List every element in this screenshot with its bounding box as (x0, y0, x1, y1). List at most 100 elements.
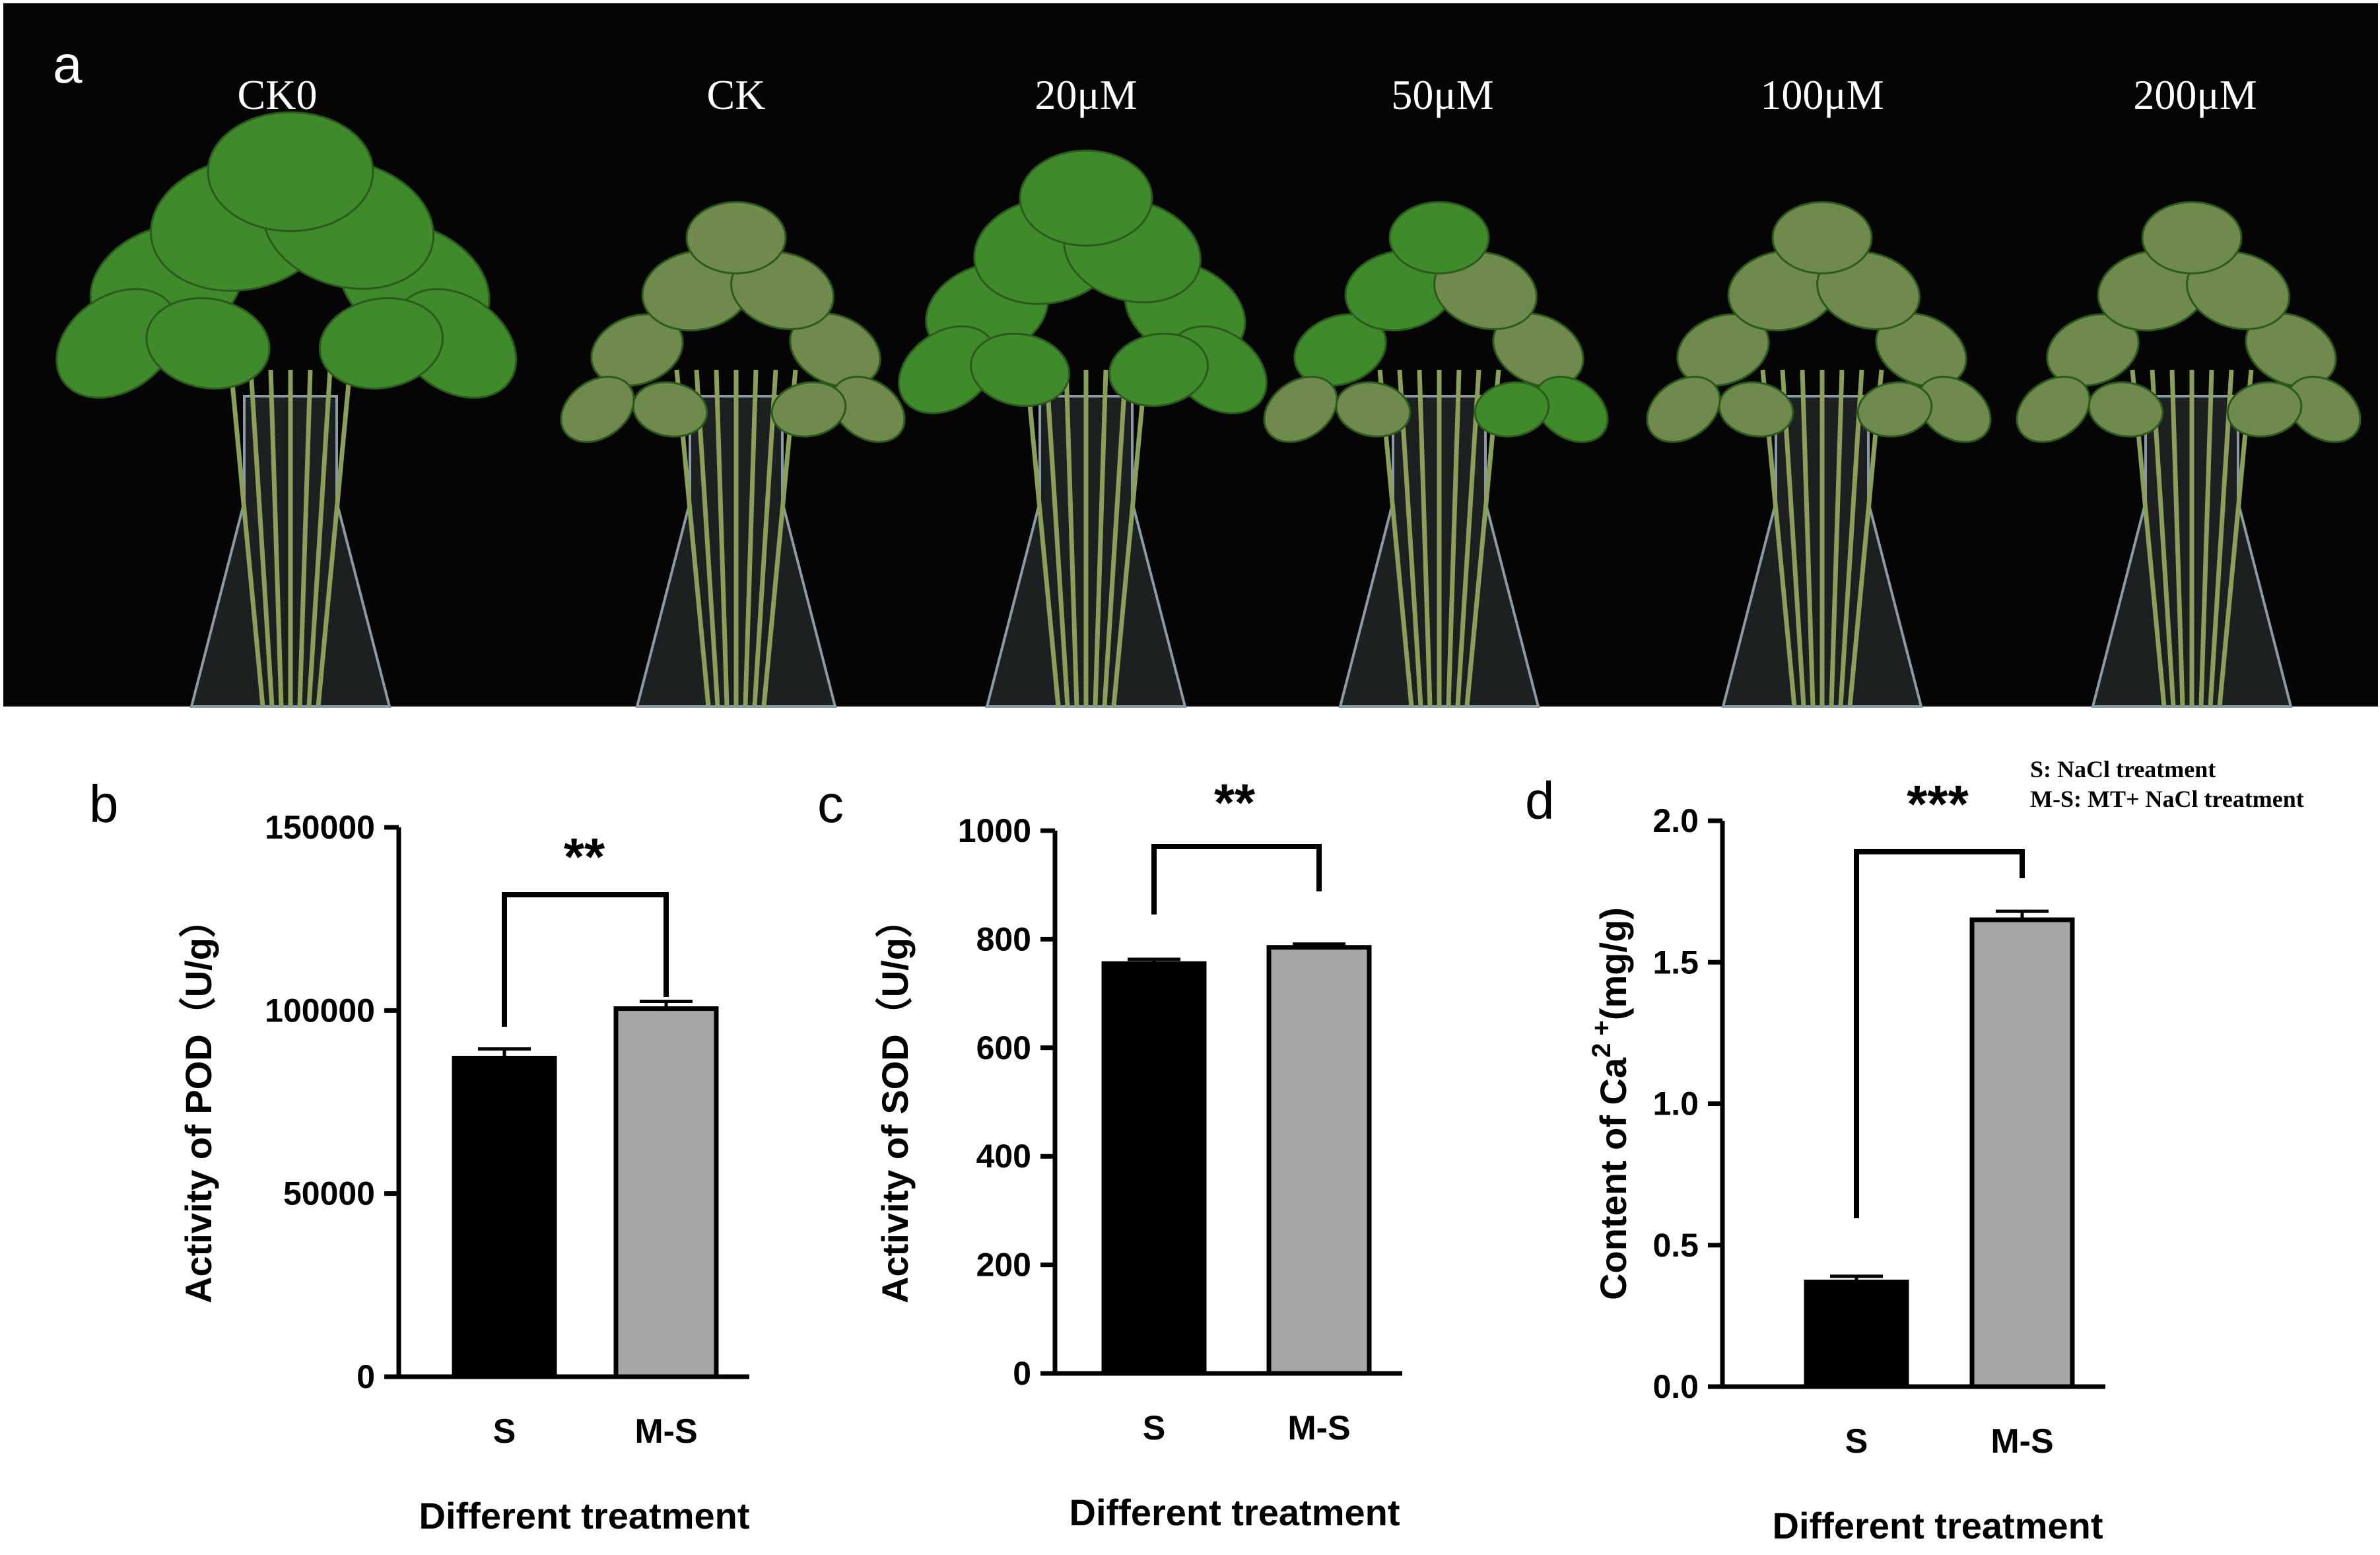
stem (1417, 369, 1433, 707)
bar-s (1101, 961, 1207, 1376)
leaf (560, 376, 635, 443)
category-label: M-S (1287, 1409, 1350, 1447)
pod-chart: b 0 50000 100000 150000 S M-S ** Different treat… (89, 775, 749, 1537)
plant-3 (898, 149, 1268, 708)
leaf (1534, 376, 1609, 443)
stem (268, 369, 284, 707)
y-tick-label: 1.5 (1652, 944, 1699, 981)
x-axis-label: Different treatment (419, 1495, 750, 1537)
leaf (970, 332, 1070, 407)
y-tick-label: 800 (976, 920, 1031, 957)
stem (1838, 369, 1864, 707)
category-label: M-S (634, 1412, 697, 1451)
leaf (1388, 201, 1490, 275)
y-tick-label: 1000 (958, 812, 1031, 849)
leaf (1108, 332, 1209, 407)
significance-stars: *** (1907, 775, 1969, 833)
leaf (632, 381, 708, 438)
bar-m-s (1266, 945, 1372, 1376)
y-tick-label: 0 (1013, 1355, 1031, 1392)
treatment-legend-note: S: NaCl treatment M-S: MT+ NaCl treatmen… (2030, 756, 2304, 812)
bar-s (452, 1055, 557, 1379)
stem (248, 369, 275, 707)
stem (1064, 369, 1079, 707)
y-tick-label: 0.0 (1652, 1368, 1699, 1405)
y-tick-label: 200 (976, 1247, 1031, 1284)
stem (1800, 369, 1816, 707)
plant-group (55, 111, 2362, 708)
leaf (2088, 381, 2164, 438)
leaf (1335, 381, 1411, 438)
panel-letter: b (89, 775, 119, 833)
calcium-chart: d 0.0 0.5 1.0 1.5 2.0 S M-S *** Different treatme… (1525, 771, 2105, 1546)
treatment-label: 100μM (1760, 71, 1884, 118)
plant-5 (1646, 201, 1992, 708)
y-tick-label: 50000 (283, 1175, 375, 1212)
plant-4 (1263, 201, 1609, 708)
leaf (145, 297, 271, 390)
plant-1 (55, 111, 518, 708)
panel-letter: c (817, 775, 844, 833)
leaf (1474, 381, 1550, 438)
treatment-label: CK0 (238, 71, 318, 118)
leaf (207, 111, 374, 232)
stem (1455, 369, 1481, 707)
category-label: M-S (1990, 1422, 2053, 1461)
panel-letter-a: a (53, 35, 83, 94)
stem (316, 369, 353, 707)
y-tick-label: 150000 (265, 809, 375, 846)
leaf (1856, 381, 1933, 438)
treatment-label: 50μM (1391, 71, 1493, 118)
y-tick-label: 2.0 (1652, 802, 1699, 839)
bar-s (1804, 1279, 1909, 1389)
photo-panel-a: a CK0 CK 20μM 50μM 100μM 200μM (3, 3, 2378, 708)
leaf (2141, 201, 2243, 275)
category-label: S (493, 1412, 516, 1451)
stem (306, 369, 333, 707)
treatment-label: 20μM (1035, 71, 1137, 118)
y-axis-label: Activity of POD（U/g） (178, 901, 219, 1303)
leaf (831, 376, 906, 443)
leaf (1263, 376, 1338, 443)
y-tick-label: 0 (357, 1358, 375, 1395)
leaf (1771, 201, 1873, 275)
leaf (1676, 313, 1770, 387)
stem (2169, 369, 2185, 707)
significance-bracket (502, 892, 669, 1027)
significance-bracket (1854, 849, 2025, 1218)
leaf (1019, 149, 1153, 247)
stem (1044, 369, 1070, 707)
stem (2198, 369, 2214, 707)
leaf (1293, 313, 1387, 387)
leaf (1917, 376, 1992, 443)
significance-stars: ** (1214, 773, 1256, 832)
stem (1111, 369, 1148, 707)
stem (297, 369, 313, 707)
significance-bracket (1151, 844, 1322, 915)
legend-line-s: S: NaCl treatment (2030, 756, 2216, 782)
plant-6 (2016, 201, 2362, 708)
bar-m-s (613, 1006, 719, 1379)
leaf (1646, 376, 1721, 443)
stem (2208, 369, 2234, 707)
stem (1446, 369, 1462, 707)
x-axis-label: Different treatment (1773, 1505, 2103, 1546)
stem (743, 369, 759, 707)
leaf (685, 201, 787, 275)
treatment-label: 200μM (2133, 71, 2257, 118)
leaf (770, 381, 847, 438)
y-tick-label: 100000 (265, 992, 375, 1029)
category-label: S (1845, 1422, 1868, 1461)
x-axis-label: Different treatment (1070, 1492, 1400, 1533)
stem (752, 369, 778, 707)
treatment-labels: CK0 CK 20μM 50μM 100μM 200μM (238, 71, 2257, 118)
leaf (1718, 381, 1794, 438)
treatment-label: CK (707, 71, 766, 118)
panel-letter: d (1525, 771, 1555, 830)
leaf (2016, 376, 2091, 443)
leaf (2046, 313, 2140, 387)
y-tick-label: 600 (976, 1029, 1031, 1066)
y-tick-label: 0.5 (1652, 1227, 1699, 1264)
category-label: S (1143, 1409, 1166, 1447)
